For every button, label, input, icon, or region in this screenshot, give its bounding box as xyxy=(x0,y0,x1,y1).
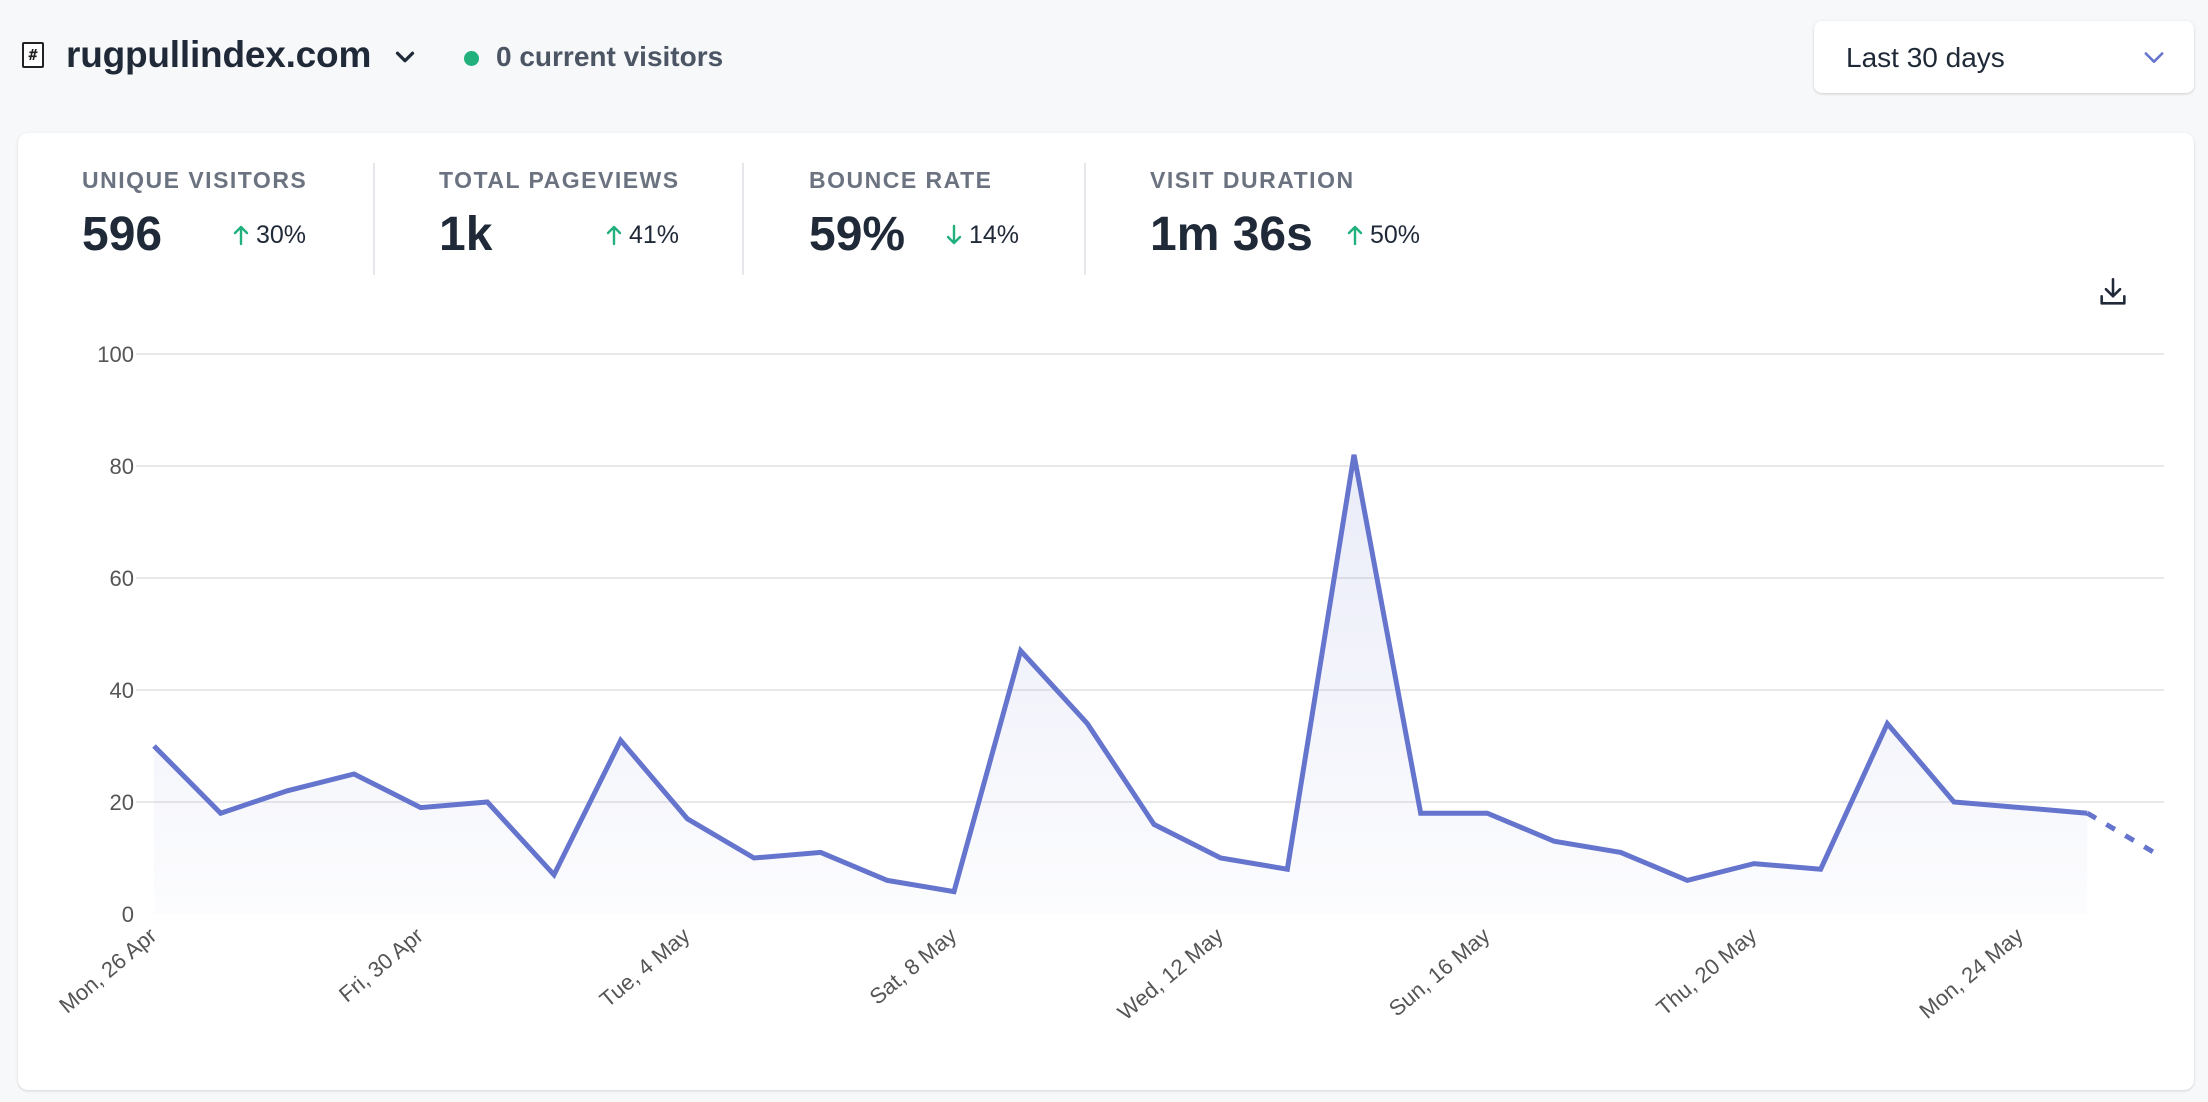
y-tick-label: 20 xyxy=(110,790,134,815)
stat-change: 50% xyxy=(1346,221,1420,250)
data-point[interactable] xyxy=(1351,452,1357,458)
series-area xyxy=(154,454,2088,914)
stat-value: 1m 36s xyxy=(1150,208,1313,261)
data-point[interactable] xyxy=(151,743,157,749)
stat-total-pageviews[interactable]: TOTAL PAGEVIEWS 1k 41% xyxy=(439,167,699,279)
period-dropdown[interactable]: Last 30 days xyxy=(1814,21,2194,93)
arrow-up-icon xyxy=(606,225,622,246)
data-point[interactable] xyxy=(751,855,757,861)
data-point[interactable] xyxy=(1951,799,1957,805)
stat-change-value: 41% xyxy=(629,221,680,249)
data-point[interactable] xyxy=(1018,648,1024,654)
stat-change-value: 30% xyxy=(256,221,307,249)
site-name[interactable]: rugpullindex.com xyxy=(66,34,372,75)
x-tick-label: Sun, 16 May xyxy=(1384,923,1495,1022)
y-tick-label: 40 xyxy=(110,678,134,703)
y-tick-label: 60 xyxy=(110,566,134,591)
x-tick-label: Thu, 20 May xyxy=(1651,923,1761,1021)
data-point[interactable] xyxy=(284,788,290,794)
series-line-partial xyxy=(2086,811,2156,855)
stat-divider xyxy=(1084,163,1086,275)
data-point[interactable] xyxy=(218,810,224,816)
stat-change-value: 50% xyxy=(1370,221,1421,249)
data-point[interactable] xyxy=(2151,849,2157,855)
data-point[interactable] xyxy=(1618,849,1624,855)
chevron-down-icon[interactable] xyxy=(390,42,420,72)
stat-change: 30% xyxy=(232,221,306,250)
data-point[interactable] xyxy=(951,889,957,895)
stat-label: UNIQUE VISITORS xyxy=(82,167,308,193)
arrow-up-icon xyxy=(233,225,249,246)
y-tick-label: 0 xyxy=(122,902,134,927)
arrow-down-icon xyxy=(946,224,962,245)
x-tick-label: Sat, 8 May xyxy=(865,923,962,1010)
data-point[interactable] xyxy=(1751,861,1757,867)
stat-divider xyxy=(742,163,744,275)
stat-change-value: 14% xyxy=(969,221,1020,249)
site-favicon-icon: # xyxy=(22,42,44,68)
data-point[interactable] xyxy=(551,872,557,878)
data-point[interactable] xyxy=(1151,821,1157,827)
data-point[interactable] xyxy=(1284,866,1290,872)
stat-visit-duration[interactable]: VISIT DURATION 1m 36s 50% xyxy=(1150,167,1450,279)
stats-card: UNIQUE VISITORS 596 30% TOTAL PAGEVIEWS … xyxy=(18,133,2194,1090)
stat-value: 596 xyxy=(82,208,163,261)
stat-label: VISIT DURATION xyxy=(1150,167,1355,193)
arrow-up-icon xyxy=(1347,225,1363,246)
visitors-chart: 0 20 40 60 80 100 Mon, 26 Apr Fri, 30 Apr Tue, … xyxy=(54,342,2164,1025)
stat-value: 59% xyxy=(809,208,906,261)
stat-bounce-rate[interactable]: BOUNCE RATE 59% 14% xyxy=(809,167,1039,279)
data-point[interactable] xyxy=(1884,721,1890,727)
data-point[interactable] xyxy=(351,771,357,777)
data-point[interactable] xyxy=(1818,866,1824,872)
x-tick-label: Fri, 30 Apr xyxy=(334,923,428,1007)
stat-label: TOTAL PAGEVIEWS xyxy=(439,167,680,193)
data-point[interactable] xyxy=(1551,838,1557,844)
data-point[interactable] xyxy=(884,877,890,883)
data-point[interactable] xyxy=(484,799,490,805)
x-tick-label: Wed, 12 May xyxy=(1113,923,1228,1025)
stat-change: 41% xyxy=(605,221,679,250)
stat-change: 14% xyxy=(945,221,1019,250)
stat-value: 1k xyxy=(439,208,493,261)
live-indicator-dot xyxy=(464,51,479,66)
stat-unique-visitors[interactable]: UNIQUE VISITORS 596 30% xyxy=(82,167,332,279)
data-point[interactable] xyxy=(1484,810,1490,816)
data-point[interactable] xyxy=(1218,855,1224,861)
data-point[interactable] xyxy=(1084,721,1090,727)
y-tick-label: 80 xyxy=(110,454,134,479)
period-label: Last 30 days xyxy=(1846,42,2005,73)
data-point[interactable] xyxy=(684,816,690,822)
data-point[interactable] xyxy=(1418,810,1424,816)
y-tick-label: 100 xyxy=(97,342,134,367)
stat-label: BOUNCE RATE xyxy=(809,167,993,193)
data-point[interactable] xyxy=(2018,805,2024,811)
series-line xyxy=(152,454,2088,895)
data-point[interactable] xyxy=(818,849,824,855)
chevron-down-icon xyxy=(2144,52,2164,63)
data-point[interactable] xyxy=(618,737,624,743)
current-visitors[interactable]: 0 current visitors xyxy=(496,41,724,72)
stat-divider xyxy=(373,163,375,275)
download-icon[interactable] xyxy=(2096,275,2130,309)
x-tick-label: Mon, 24 May xyxy=(1914,923,2027,1024)
data-point[interactable] xyxy=(1684,877,1690,883)
data-point[interactable] xyxy=(2084,810,2090,816)
x-tick-label: Mon, 26 Apr xyxy=(54,923,161,1018)
data-point[interactable] xyxy=(418,805,424,811)
x-tick-label: Tue, 4 May xyxy=(595,923,695,1012)
